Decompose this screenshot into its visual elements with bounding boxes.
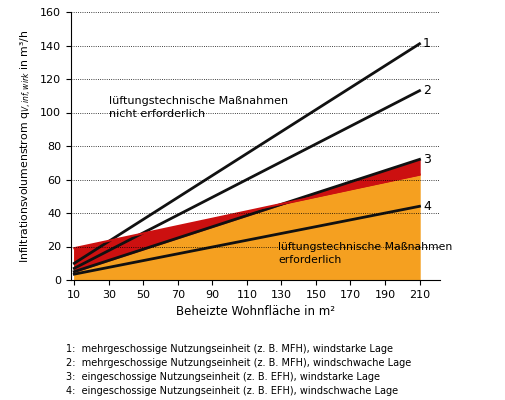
Text: 2: 2	[422, 84, 430, 97]
Y-axis label: Infiltrationsvolumenstrom q$_{V,inf,wirk}$ in m³/h: Infiltrationsvolumenstrom q$_{V,inf,wirk…	[19, 29, 34, 263]
X-axis label: Beheizte Wohnfläche in m²: Beheizte Wohnfläche in m²	[176, 305, 334, 318]
Text: lüftungstechnische Maßnahmen
erforderlich: lüftungstechnische Maßnahmen erforderlic…	[277, 242, 451, 265]
Text: 1: 1	[422, 37, 430, 50]
Text: 1:  mehrgeschossige Nutzungseinheit (z. B. MFH), windstarke Lage
2:  mehrgeschos: 1: mehrgeschossige Nutzungseinheit (z. B…	[66, 344, 410, 396]
Text: lüftungstechnische Maßnahmen
nicht erforderlich: lüftungstechnische Maßnahmen nicht erfor…	[109, 96, 287, 119]
Text: 3: 3	[422, 153, 430, 166]
Text: 4: 4	[422, 200, 430, 213]
